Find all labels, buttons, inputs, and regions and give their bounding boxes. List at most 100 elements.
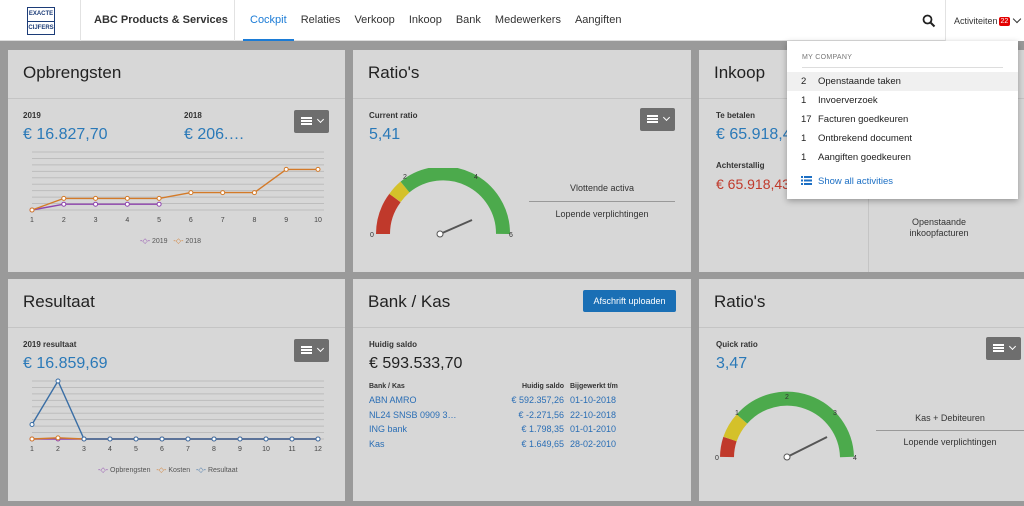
- card-title: Resultaat: [23, 292, 95, 311]
- data-point: [61, 195, 67, 201]
- link-vlottende-activa[interactable]: Vlottende activa: [569, 183, 635, 193]
- link-lopende-verplichtingen[interactable]: Lopende verplichtingen: [903, 437, 997, 447]
- bank-kas-card: Bank / Kas Huidig saldo € 593.533,70: [353, 279, 691, 501]
- card-title: Opbrengsten: [23, 63, 122, 82]
- link-lopende-verplichtingen[interactable]: Lopende verplichtingen: [555, 209, 649, 219]
- quick-ratio-gauge: 0 1 2 3 4: [715, 391, 857, 462]
- data-point: [29, 436, 35, 442]
- divider: [8, 98, 345, 99]
- data-point: [93, 195, 99, 201]
- series-line: [31, 379, 318, 440]
- divider: [234, 0, 235, 41]
- activities-count-badge: 22: [998, 17, 1011, 26]
- data-point: [283, 166, 289, 172]
- gauge-tick: 6: [509, 232, 513, 239]
- divider: [353, 98, 691, 99]
- huidig-saldo-label: Huidig saldo: [369, 340, 417, 349]
- gauge-tick: 2: [785, 394, 789, 401]
- nav-verkoop[interactable]: Verkoop: [354, 14, 395, 26]
- table-row[interactable]: Kas € 1.649,65 28-02-2010: [369, 439, 629, 454]
- year-label: 2018: [184, 111, 202, 120]
- link-openstaande-inkoopfacturen[interactable]: Openstaande inkoopfacturen: [909, 217, 969, 238]
- menu-icon: [301, 117, 312, 125]
- quick-ratio-value: 3,47: [716, 355, 748, 372]
- legend-kosten: Kosten: [168, 467, 191, 474]
- activity-item[interactable]: 1 Invoerverzoek: [787, 91, 1018, 110]
- bank-name[interactable]: ING bank: [369, 424, 408, 434]
- bank-name[interactable]: ABN AMRO: [369, 395, 417, 405]
- data-point: [220, 190, 226, 196]
- x-tick-label: 11: [288, 446, 295, 453]
- current-ratio-value: 5,41: [369, 126, 401, 143]
- show-all-activities-link[interactable]: Show all activities: [801, 176, 893, 187]
- card-title: Ratio's: [714, 292, 766, 311]
- activity-item[interactable]: 17 Facturen goedkeuren: [787, 110, 1018, 129]
- company-logo[interactable]: EXACTE CIJFERS: [27, 7, 55, 35]
- nav-medewerkers[interactable]: Medewerkers: [494, 14, 561, 26]
- data-point: [237, 436, 243, 442]
- link-kas-debiteuren[interactable]: Kas + Debiteuren: [915, 413, 985, 423]
- gauge-tick: 0: [715, 455, 719, 462]
- bank-name[interactable]: NL24 SNSB 0909 3…: [369, 409, 457, 420]
- bank-date: 22-10-2018: [570, 409, 617, 420]
- activity-label: Invoerverzoek: [818, 95, 878, 106]
- col-huidig-saldo: Huidig saldo: [522, 383, 564, 390]
- activities-button[interactable]: Activiteiten 22: [945, 0, 1024, 41]
- menu-icon: [647, 115, 658, 123]
- nav-relaties[interactable]: Relaties: [300, 14, 341, 26]
- x-tick-label: 6: [189, 217, 193, 224]
- table-row[interactable]: NL24 SNSB 0909 3… € -2.271,56 22-10-2018: [369, 410, 629, 425]
- result-chart: 1 2 3 4 5 6 7 8 9 10 11 12: [29, 378, 324, 453]
- list-icon: [801, 176, 812, 185]
- chevron-down-icon: [662, 113, 671, 122]
- x-tick-label: 10: [262, 446, 270, 453]
- revenue-2018-value: € 206.…: [184, 126, 245, 143]
- huidig-saldo-value: € 593.533,70: [369, 355, 463, 372]
- table-row[interactable]: ING bank € 1.798,35 01-01-2010: [369, 424, 629, 439]
- card-menu-button[interactable]: [986, 337, 1021, 360]
- activity-item[interactable]: 1 Aangiften goedkeuren: [787, 148, 1018, 167]
- data-point: [107, 436, 113, 442]
- menu-icon: [993, 344, 1004, 352]
- card-menu-button[interactable]: [294, 110, 329, 133]
- divider: [699, 327, 1024, 328]
- gauge-yellow: [723, 414, 748, 442]
- activity-item[interactable]: 1 Ontbrekend document: [787, 129, 1018, 148]
- data-point: [185, 436, 191, 442]
- bank-date: 01-01-2010: [570, 424, 617, 434]
- gauge-tick: 1: [735, 410, 739, 417]
- nav-bank[interactable]: Bank: [455, 14, 481, 26]
- data-point: [29, 422, 35, 427]
- activity-item[interactable]: 2 Openstaande taken: [787, 72, 1018, 91]
- chart-legend: -◇- 2019 -◇- 2018: [140, 237, 201, 245]
- activity-label: Openstaande taken: [818, 76, 901, 87]
- nav-inkoop[interactable]: Inkoop: [408, 14, 442, 26]
- bank-balance: € 1.798,35: [521, 424, 564, 434]
- data-point: [55, 378, 61, 384]
- x-tick-label: 5: [157, 217, 161, 224]
- current-ratio-gauge: 0 2 4 6: [370, 168, 513, 239]
- card-title: Inkoop: [714, 63, 766, 82]
- bank-name[interactable]: Kas: [369, 438, 385, 449]
- gauge-tick: 4: [474, 174, 478, 181]
- card-menu-button[interactable]: [294, 339, 329, 362]
- activity-count: 2: [801, 76, 807, 87]
- divider: [8, 327, 345, 328]
- gauge-tick: 2: [403, 174, 407, 181]
- nav-cockpit[interactable]: Cockpit: [243, 0, 294, 41]
- x-tick-label: 7: [186, 446, 190, 453]
- te-betalen-label: Te betalen: [716, 111, 755, 120]
- table-row[interactable]: ABN AMRO € 592.357,26 01-10-2018: [369, 395, 629, 410]
- bank-balance: € 1.649,65: [521, 438, 564, 449]
- nav-aangiften[interactable]: Aangiften: [574, 14, 622, 26]
- legend-marker: -◇-: [98, 467, 109, 474]
- data-point: [124, 195, 130, 201]
- card-menu-button[interactable]: [640, 108, 675, 131]
- gauge-yellow: [389, 181, 410, 203]
- afschrift-uploaden-button[interactable]: Afschrift uploaden: [583, 290, 676, 312]
- company-name[interactable]: ABC Products & Services: [94, 14, 228, 26]
- bank-balance: € 592.357,26: [511, 395, 564, 405]
- chart-legend: -◇- Opbrengsten -◇- Kosten -◇- Resultaat: [98, 466, 238, 474]
- search-icon[interactable]: [922, 14, 936, 28]
- achterstallig-label: Achterstallig: [716, 161, 765, 170]
